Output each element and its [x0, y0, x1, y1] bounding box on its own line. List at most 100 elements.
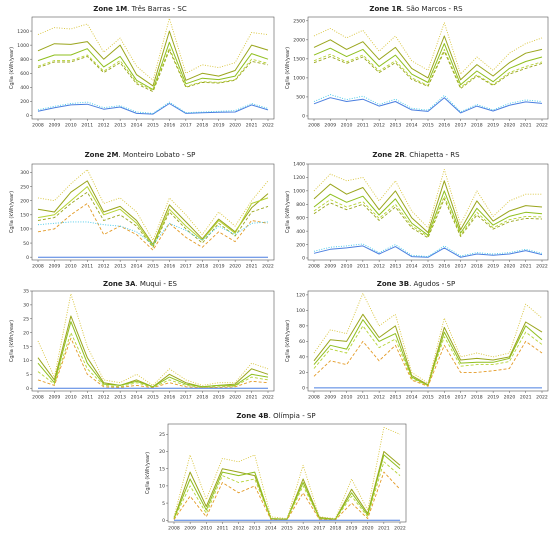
plot-frame [307, 16, 549, 120]
y-tick-label: 60 [299, 339, 305, 345]
y-tick-label: 0 [302, 256, 305, 262]
x-tick-label: 2015 [422, 264, 434, 270]
y-tick-label: 100 [20, 227, 29, 233]
x-tick-label: 2019 [213, 395, 225, 401]
series-line-4 [37, 332, 269, 388]
y-tick-label: 40 [299, 355, 305, 361]
x-tick-label: 2019 [213, 264, 225, 270]
y-tick-label: 25 [23, 316, 29, 322]
x-tick-label: 2013 [390, 264, 402, 270]
x-tick-label: 2008 [308, 264, 320, 270]
x-tick-label: 2009 [324, 395, 336, 401]
x-tick-label: 2009 [49, 395, 61, 401]
series-line-3 [37, 321, 269, 388]
x-tick-label: 2013 [114, 264, 126, 270]
x-tick-label: 2019 [487, 395, 499, 401]
series-line-4 [313, 325, 543, 387]
x-tick-label: 2015 [281, 526, 293, 532]
x-tick-label: 2012 [373, 264, 385, 270]
y-tick-label: 300 [20, 170, 29, 176]
x-tick-label: 2013 [114, 123, 126, 129]
y-tick-label: 25 [159, 432, 165, 438]
chart-title: Zone 3B. Agudos - SP [377, 280, 455, 288]
series-line-3 [37, 41, 269, 90]
y-axis-label: Cg/Ia (kWh/year) [285, 47, 291, 89]
chart-title: Zone 2M. Monteiro Lobato - SP [85, 151, 196, 159]
x-tick-label: 2011 [357, 123, 369, 129]
chart-zone-label: Zone 2M [85, 151, 119, 159]
series-line-6 [37, 221, 269, 245]
x-tick-label: 2014 [406, 395, 418, 401]
chart-panel-4: Zone 2R. Chiapetta - RS 2008 2009 2010 2011 2… [285, 151, 549, 270]
y-tick-label: 2000 [293, 38, 305, 44]
x-tick-label: 2008 [168, 526, 180, 532]
x-tick-label: 2011 [357, 395, 369, 401]
chart-zone-label: Zone 2R [372, 151, 405, 159]
y-tick-label: 30 [23, 303, 29, 309]
chart-location-label: . Três Barras - SC [127, 5, 187, 13]
x-tick-label: 2014 [406, 264, 418, 270]
x-tick-label: 2020 [229, 123, 241, 129]
x-tick-label: 2022 [262, 395, 274, 401]
x-tick-label: 2012 [98, 123, 110, 129]
x-tick-label: 2017 [313, 526, 325, 532]
x-tick-label: 2021 [246, 123, 258, 129]
series-line-5 [37, 203, 269, 251]
series-line-2 [37, 180, 269, 245]
x-tick-label: 2021 [378, 526, 390, 532]
x-tick-label: 2020 [229, 395, 241, 401]
x-tick-label: 2014 [406, 123, 418, 129]
y-tick-label: 0 [26, 255, 29, 261]
chart-panel-2: Zone 1R. São Marcos - RS 2008 2009 2010 2011… [285, 5, 549, 129]
series-line-1 [313, 22, 543, 75]
x-tick-label: 2011 [81, 264, 93, 270]
x-tick-label: 2012 [373, 123, 385, 129]
y-tick-label: 200 [296, 242, 305, 248]
x-tick-label: 2014 [131, 123, 143, 129]
y-tick-label: 20 [299, 370, 305, 376]
x-tick-label: 2011 [81, 395, 93, 401]
x-tick-label: 2022 [536, 264, 548, 270]
x-tick-label: 2009 [184, 526, 196, 532]
x-tick-label: 2018 [196, 123, 208, 129]
chart-title: Zone 4B. Olímpia - SP [236, 412, 315, 420]
x-tick-label: 2018 [471, 123, 483, 129]
y-tick-label: 20 [23, 330, 29, 336]
y-tick-label: 800 [296, 202, 305, 208]
y-tick-label: 15 [23, 344, 29, 350]
series-line-7 [313, 243, 543, 258]
x-tick-label: 2018 [196, 264, 208, 270]
x-tick-label: 2014 [265, 526, 277, 532]
x-tick-label: 2022 [536, 123, 548, 129]
x-tick-label: 2011 [217, 526, 229, 532]
series-line-4 [173, 461, 401, 521]
series-line-1 [173, 426, 401, 520]
x-tick-label: 2008 [308, 123, 320, 129]
x-tick-label: 2016 [164, 123, 176, 129]
chart-location-label: . Olímpia - SP [269, 412, 316, 420]
y-tick-label: 100 [296, 308, 305, 314]
series-line-6 [313, 97, 543, 114]
x-tick-label: 2020 [229, 264, 241, 270]
series-line-4 [313, 195, 543, 237]
x-tick-label: 2013 [249, 526, 261, 532]
y-tick-label: 0 [302, 386, 305, 392]
x-tick-label: 2008 [32, 395, 44, 401]
x-tick-label: 2009 [324, 264, 336, 270]
x-tick-label: 2020 [504, 123, 516, 129]
x-tick-label: 2016 [438, 395, 450, 401]
x-tick-label: 2019 [487, 264, 499, 270]
chart-zone-label: Zone 3B [377, 280, 409, 288]
x-tick-label: 2022 [262, 264, 274, 270]
chart-title: Zone 2R. Chiapetta - RS [372, 151, 460, 159]
x-tick-label: 2016 [164, 264, 176, 270]
y-axis-label: Cg/Ia (kWh/year) [145, 452, 151, 494]
series-line-7 [37, 101, 269, 114]
x-tick-label: 2015 [422, 395, 434, 401]
x-tick-label: 2010 [341, 123, 353, 129]
y-tick-label: 35 [23, 289, 29, 295]
x-tick-label: 2010 [341, 264, 353, 270]
